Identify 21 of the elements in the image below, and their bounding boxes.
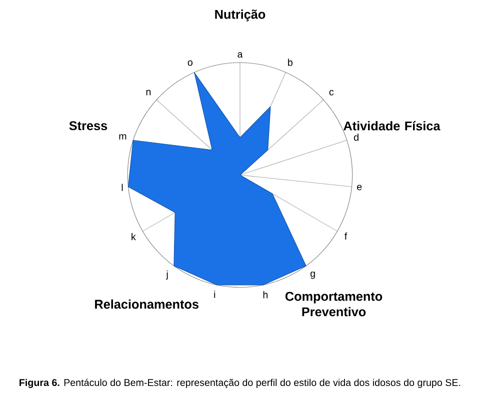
spoke-label: l [122,184,123,191]
spoke-label: d [354,134,358,141]
spoke-label: e [357,184,362,190]
spoke-label: a [238,52,243,58]
text: Relacionamentos [95,299,198,309]
spoke-label: g [310,272,315,279]
spoke-label: c [329,90,334,96]
text: Comportamento Preventivo [285,292,382,316]
spoke-label: o [188,60,192,66]
text: Atividade Física [344,120,440,130]
text: Figura 6. Pentáculo do Bem-Estar: representação do perfil do estilo de vida dos idosos do grupo SE. [20,378,460,388]
spoke-label: f [344,232,348,240]
text: Nutrição [215,10,266,22]
spoke-label: j [166,270,168,280]
spoke-label: n [146,90,151,96]
spoke-label: m [119,134,126,140]
spoke-label: i [214,290,216,298]
spoke-label: b [288,58,292,66]
text: Stress [69,121,108,130]
spoke-label: k [132,232,136,240]
spoke-label: h [263,291,268,298]
